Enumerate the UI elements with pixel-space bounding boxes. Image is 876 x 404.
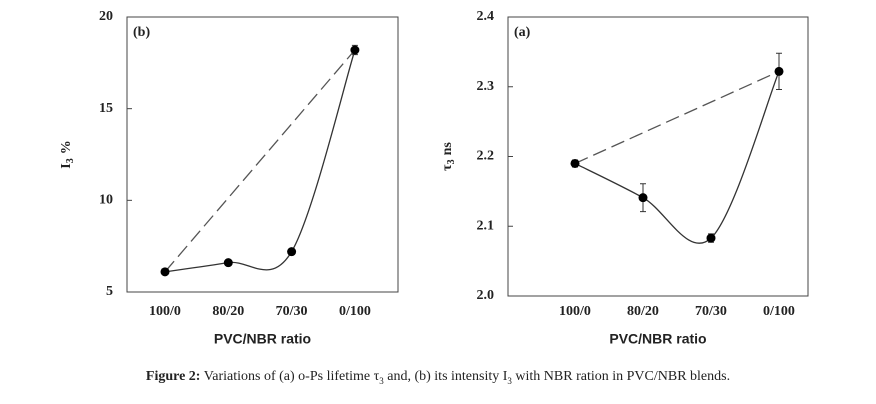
data-point	[570, 158, 580, 168]
x-axis-label: PVC/NBR ratio	[214, 331, 311, 347]
caption-sub: 3	[379, 375, 384, 386]
dashed-connector	[164, 49, 356, 273]
x-axis-label: PVC/NBR ratio	[609, 331, 706, 347]
x-tick-label: 100/0	[559, 304, 591, 319]
y-tick-label: 2.1	[477, 218, 495, 233]
x-tick-label: 0/100	[763, 304, 795, 319]
x-tick-label: 80/20	[627, 304, 659, 319]
y-axis-label: I3%	[59, 140, 76, 168]
caption-text: Variations of (a) o-Ps lifetime τ	[203, 369, 380, 384]
caption-label: Figure 2:	[145, 369, 201, 384]
caption: Figure 2: Variations of (a) o-Ps lifetim…	[0, 369, 876, 386]
y-tick-label: 2.0	[477, 288, 495, 303]
caption-text: and, (b) its intensity I	[387, 369, 508, 384]
panel-label: (b)	[133, 25, 150, 40]
fit-curve	[574, 71, 780, 244]
x-tick-label: 80/20	[212, 304, 244, 319]
x-tick-label: 100/0	[149, 304, 181, 319]
y-label-main: I	[59, 163, 74, 168]
plot-frame	[126, 16, 399, 293]
x-tick-label: 0/100	[339, 304, 371, 319]
y-tick-label: 20	[99, 9, 113, 24]
y-tick-label: 2.2	[477, 149, 495, 164]
y-label-unit: %	[59, 140, 74, 154]
y-label-sub: 3	[446, 159, 457, 164]
panel-label: (a)	[514, 25, 531, 40]
y-label-main: τ	[440, 164, 455, 171]
x-tick-label: 70/30	[695, 304, 727, 319]
dashed-connector	[574, 70, 780, 165]
y-tick-label: 5	[106, 284, 113, 299]
fit-curve	[164, 49, 356, 273]
data-point	[706, 233, 716, 243]
data-point	[160, 267, 170, 277]
data-point	[223, 258, 233, 268]
y-tick-label: 10	[99, 193, 113, 208]
x-tick-label: 70/30	[276, 304, 308, 319]
caption-text: with NBR ration in PVC/NBR blends.	[515, 369, 731, 384]
data-point	[287, 247, 297, 257]
y-tick-label: 15	[99, 101, 113, 116]
data-point	[638, 193, 648, 203]
y-label-sub: 3	[65, 158, 76, 163]
y-tick-label: 2.4	[477, 9, 495, 24]
y-tick-label: 2.3	[477, 79, 495, 94]
y-label-unit: ns	[440, 142, 455, 156]
data-point	[350, 45, 360, 55]
caption-sub: 3	[507, 375, 512, 386]
y-axis-label: τ3 ns	[440, 142, 457, 171]
data-point	[774, 66, 784, 76]
plot-frame	[507, 16, 809, 297]
